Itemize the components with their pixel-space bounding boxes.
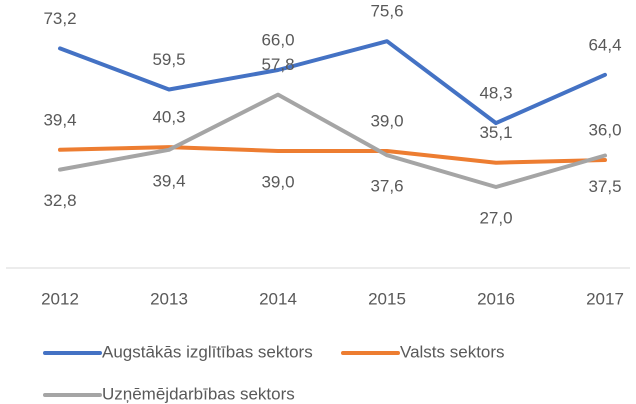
data-label: 66,0: [261, 30, 294, 49]
data-label: 32,8: [43, 191, 76, 210]
x-tick-label: 2012: [41, 289, 79, 308]
series-line: [58, 39, 607, 126]
data-label: 40,3: [152, 108, 185, 127]
x-tick-label: 2013: [150, 289, 188, 308]
x-tick-label: 2016: [477, 289, 515, 308]
data-label: 73,2: [43, 9, 76, 28]
data-label: 75,6: [370, 2, 403, 21]
x-tick-label: 2017: [586, 289, 624, 308]
data-label: 39,4: [152, 171, 185, 190]
x-tick-label: 2014: [259, 289, 297, 308]
data-label: 35,1: [479, 123, 512, 142]
data-label: 37,5: [588, 177, 621, 196]
x-tick-label: 2015: [368, 289, 406, 308]
data-label: 57,8: [261, 55, 294, 74]
data-label: 36,0: [588, 120, 621, 139]
data-label: 39,0: [370, 111, 403, 130]
data-label: 37,6: [370, 177, 403, 196]
data-label: 48,3: [479, 84, 512, 103]
series-line: [58, 92, 607, 189]
data-label: 64,4: [588, 35, 621, 54]
series-line: [58, 145, 607, 165]
legend-label: Augstākās izglītības sektors: [102, 342, 313, 361]
legend-label: Uzņēmējdarbības sektors: [102, 384, 295, 403]
data-label: 27,0: [479, 208, 512, 227]
data-label: 59,5: [152, 50, 185, 69]
data-label: 39,0: [261, 172, 294, 191]
data-label: 39,4: [43, 110, 76, 129]
legend-label: Valsts sektors: [400, 342, 505, 361]
